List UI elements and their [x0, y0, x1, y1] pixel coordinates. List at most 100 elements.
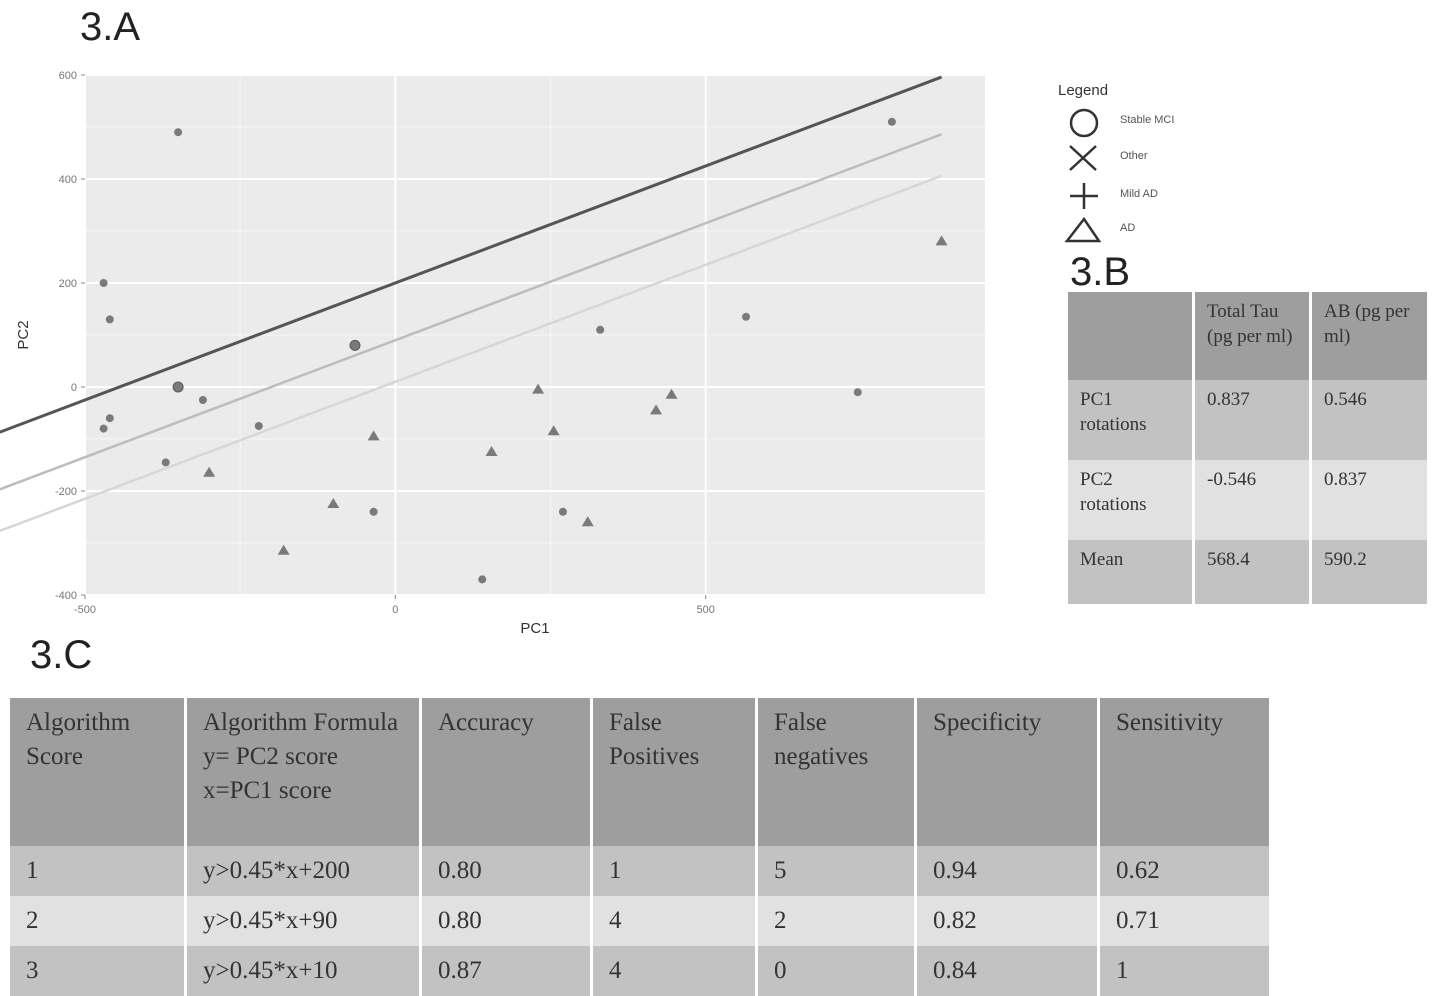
scatter-point	[853, 388, 862, 397]
legend-item-ad: AD	[1058, 214, 1258, 246]
table-c-cell: 3	[10, 946, 187, 996]
table-c: Algorithm Score Algorithm Formula y= PC2…	[10, 698, 1272, 996]
circle-icon	[1069, 108, 1099, 138]
circle-point	[349, 339, 361, 351]
plus-icon	[1070, 183, 1098, 209]
y-tick-label: 600	[59, 70, 77, 82]
table-row: 3 y>0.45*x+10 0.87 4 0 0.84 1	[10, 946, 1272, 996]
table-b-cell: 0.837	[1193, 380, 1312, 460]
scatter-point	[887, 117, 896, 126]
threshold-line	[0, 75, 943, 434]
legend-label-mild-ad: Mild AD	[1120, 188, 1158, 200]
scatter-point	[198, 396, 207, 404]
x-tick-label: 500	[697, 604, 715, 616]
table-c-cell: 0.87	[420, 946, 593, 996]
triangle-point	[485, 446, 498, 456]
triangle-point	[665, 388, 678, 399]
data-points	[99, 117, 948, 584]
table-c-cell: 5	[756, 846, 917, 896]
legend-label-stable-mci: Stable MCI	[1120, 114, 1175, 126]
table-b: Total Tau (pg per ml) AB (pg per ml) PC1…	[1068, 292, 1430, 604]
table-c-cell: 0.71	[1098, 896, 1272, 946]
scatter-point	[596, 325, 605, 334]
triangle-point	[935, 235, 948, 246]
triangle-point	[327, 498, 340, 508]
table-b-cell: 0.546	[1310, 380, 1430, 460]
legend-item-mild-ad: Mild AD	[1058, 180, 1258, 212]
table-b-cell: 568.4	[1193, 540, 1312, 604]
table-c-cell: y>0.45*x+10	[185, 946, 422, 996]
table-row: 2 y>0.45*x+90 0.80 4 2 0.82 0.71	[10, 896, 1272, 946]
table-b-cell: 0.837	[1310, 460, 1430, 540]
table-b-cell: 590.2	[1310, 540, 1430, 604]
table-c-header-cell: Algorithm Score	[10, 698, 187, 846]
table-c-cell: 0.80	[420, 896, 593, 946]
y-tick-label: 400	[59, 174, 77, 186]
triangle-point	[650, 404, 663, 415]
table-c-header-cell: Sensitivity	[1098, 698, 1272, 846]
table-b-cell: PC1 rotations	[1068, 380, 1195, 460]
legend-label-other: Other	[1120, 150, 1148, 162]
threshold-line	[0, 133, 942, 491]
table-c-header-cell: Specificity	[915, 698, 1100, 846]
table-c-cell: 2	[10, 896, 187, 946]
table-c-cell: 0	[756, 946, 917, 996]
table-b-cell	[1068, 292, 1195, 380]
table-c-cell: 0.62	[1098, 846, 1272, 896]
scatter-point	[742, 312, 751, 321]
scatter-point	[478, 575, 487, 584]
legend-title: Legend	[1058, 82, 1109, 99]
triangle-point	[581, 516, 594, 527]
table-c-cell: y>0.45*x+90	[185, 896, 422, 946]
circle-point	[172, 381, 184, 393]
scatter-point	[105, 315, 114, 324]
scatter-point	[174, 128, 183, 137]
triangle-point	[203, 466, 216, 477]
table-b-header-row: Total Tau (pg per ml) AB (pg per ml)	[1068, 292, 1430, 380]
table-c-header-cell: Algorithm Formula y= PC2 score x=PC1 sco…	[185, 698, 422, 846]
y-tick-label: 0	[71, 382, 77, 394]
table-c-cell: 0.80	[420, 846, 593, 896]
table-c-cell: y>0.45*x+200	[185, 846, 422, 896]
scatter-point	[105, 414, 114, 423]
table-c-cell: 2	[756, 896, 917, 946]
table-row: PC1 rotations 0.837 0.546	[1068, 380, 1430, 460]
table-c-header-cell: Accuracy	[420, 698, 593, 846]
table-c-cell: 0.94	[915, 846, 1100, 896]
panel-a-label: 3.A	[80, 5, 141, 49]
table-c-cell: 1	[10, 846, 187, 896]
grid-lines	[84, 74, 985, 596]
table-c-header-cell: False negatives	[756, 698, 917, 846]
table-b-cell: -0.546	[1193, 460, 1312, 540]
table-c-cell: 4	[591, 896, 758, 946]
table-c-cell: 1	[1098, 946, 1272, 996]
scatter-point	[99, 279, 108, 287]
y-tick-label: 200	[59, 278, 77, 290]
threshold-lines	[0, 75, 943, 533]
table-b-cell: PC2 rotations	[1068, 460, 1195, 540]
legend-item-other: Other	[1058, 142, 1258, 174]
table-b-cell: Total Tau (pg per ml)	[1193, 292, 1312, 380]
table-row: PC2 rotations -0.546 0.837	[1068, 460, 1430, 540]
x-tick-label: -500	[74, 604, 96, 616]
scatter-plot: -500 0 500 -400 -200 0 200 400 600 PC1 PC2	[0, 70, 985, 637]
table-c-header-cell: False Positives	[591, 698, 758, 846]
y-tick-label: -400	[55, 590, 77, 602]
y-axis-title: PC2	[15, 320, 32, 349]
scatter-point	[161, 458, 170, 467]
scatter-point	[99, 424, 108, 433]
scatter-point	[369, 507, 378, 516]
triangle-point	[277, 544, 290, 555]
triangle-point	[532, 383, 545, 394]
triangle-icon	[1064, 216, 1102, 243]
table-c-cell: 1	[591, 846, 758, 896]
panel-c-label: 3.C	[30, 633, 93, 677]
threshold-line	[0, 174, 942, 533]
y-tick-label: -200	[55, 486, 77, 498]
legend: Legend Stable MCI Other Mild AD AD	[1058, 82, 1258, 252]
table-c-cell: 4	[591, 946, 758, 996]
triangle-point	[367, 430, 380, 441]
table-c-header-row: Algorithm Score Algorithm Formula y= PC2…	[10, 698, 1272, 846]
x-tick-label: 0	[392, 604, 398, 616]
table-c-cell: 0.82	[915, 896, 1100, 946]
